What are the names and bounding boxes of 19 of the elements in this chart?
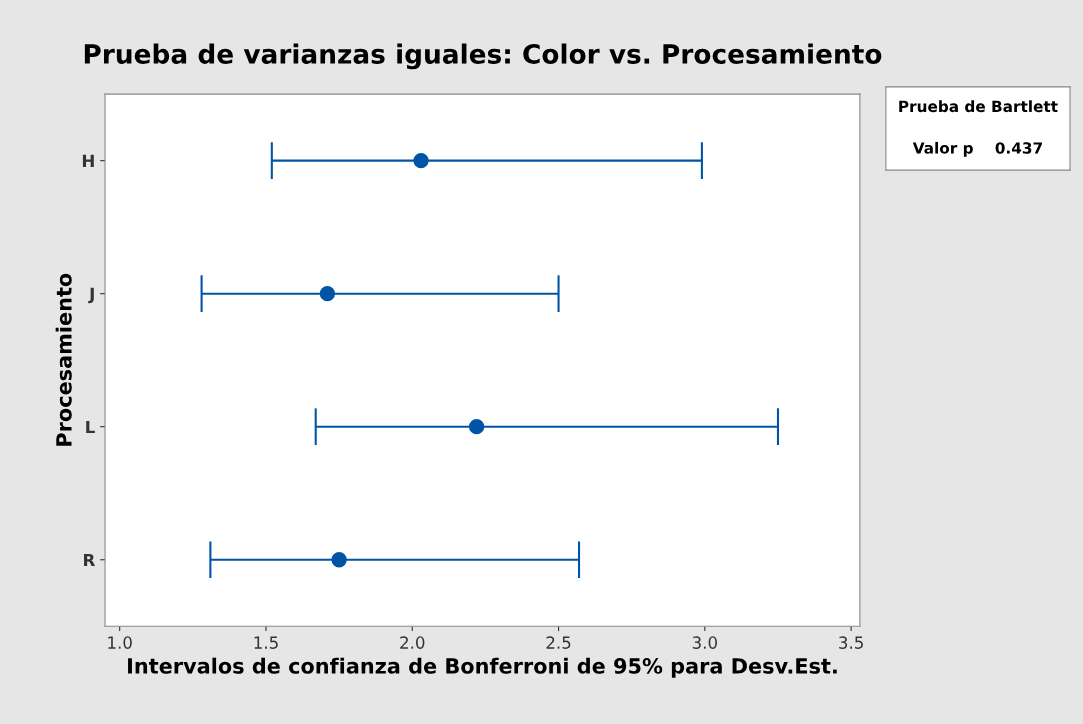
point	[319, 286, 336, 302]
text: Prueba de Bartlett	[899, 100, 1058, 113]
point	[413, 152, 429, 169]
point	[331, 552, 347, 568]
point	[468, 419, 485, 435]
y-tick-label: R	[84, 553, 95, 567]
x-axis-title: Intervalos de confianza de Bonferroni de 95% para Desv.Est.	[128, 657, 837, 678]
x-tick-label: 3.0	[692, 636, 717, 649]
y-tick-label: L	[86, 420, 95, 434]
x-tick-label: 1.5	[254, 636, 278, 649]
y-tick-label: J	[88, 287, 94, 304]
chart-title: Prueba de varianzas iguales: Color vs. Procesamiento	[84, 43, 882, 70]
x-tick-label: 3.5	[839, 636, 863, 649]
text: Valor p 0.437	[912, 141, 1042, 157]
x-tick-label: 1.0	[108, 636, 132, 649]
y-axis-title: Procesamiento	[55, 273, 72, 446]
x-tick-label: 2.5	[546, 636, 571, 649]
y-tick-label: H	[82, 154, 94, 167]
x-tick-label: 2.0	[400, 636, 425, 649]
